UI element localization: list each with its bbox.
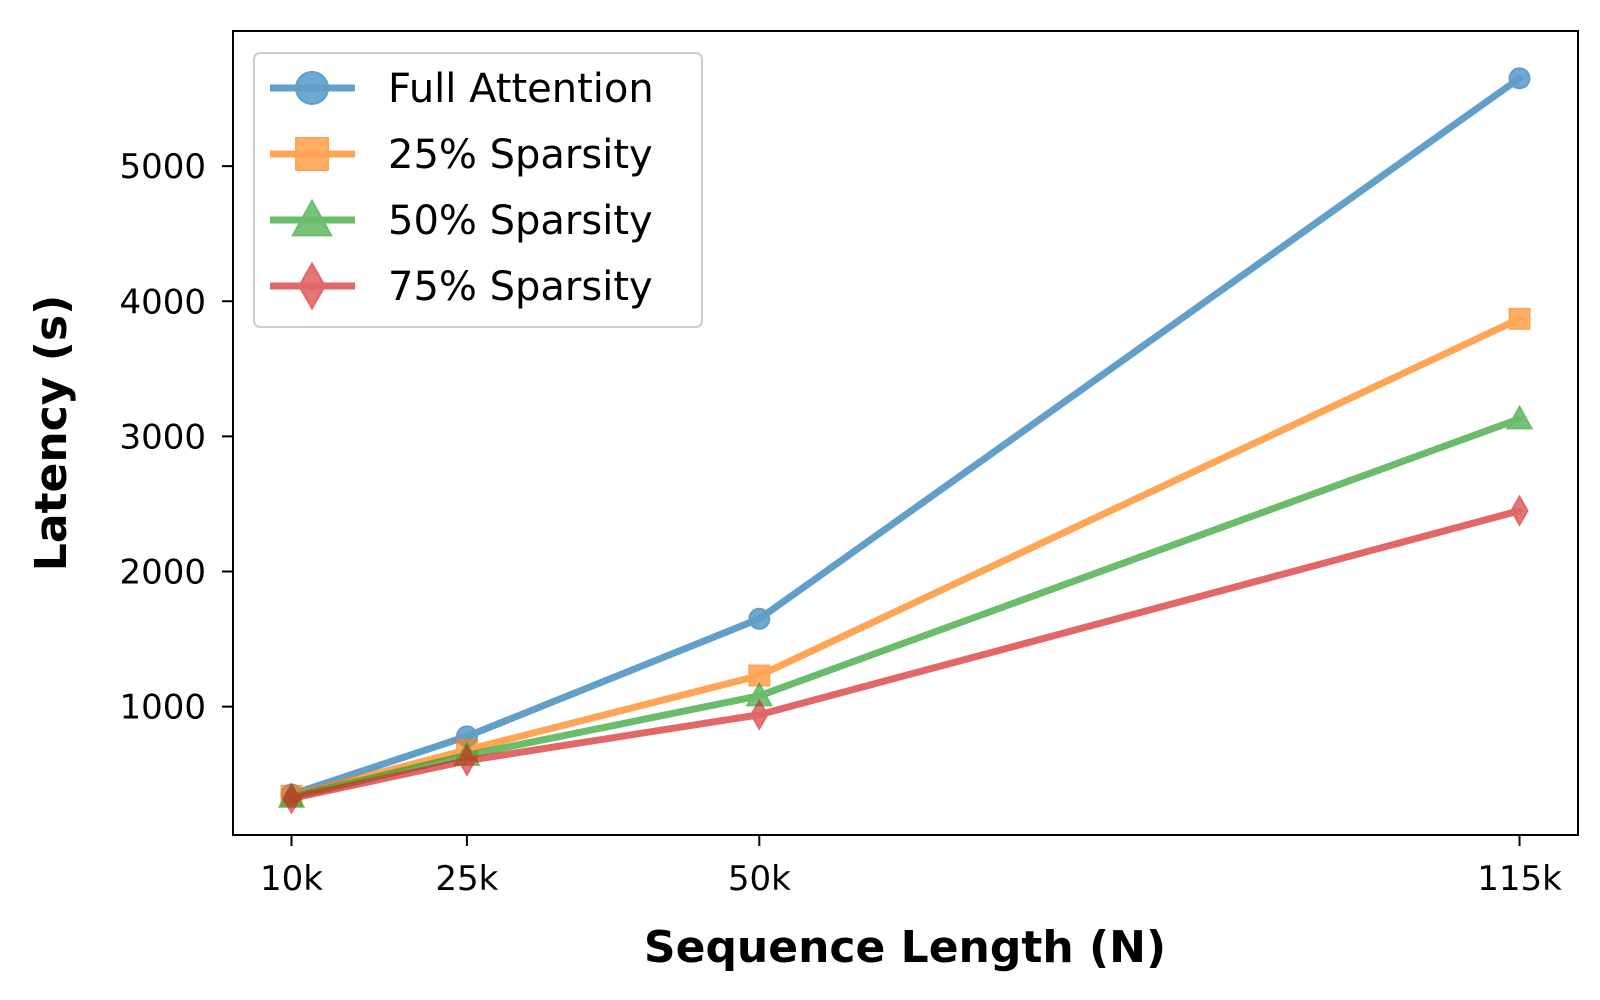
legend-swatch xyxy=(270,71,355,105)
y-axis-title: Latency (s) xyxy=(26,295,77,571)
legend-label: 75% Sparsity xyxy=(388,264,653,310)
x-tick-label: 115k xyxy=(1477,859,1562,899)
legend-marker xyxy=(295,137,329,171)
legend-box xyxy=(253,52,703,328)
data-point xyxy=(1508,67,1531,90)
legend-item: 25% Sparsity xyxy=(270,132,653,178)
data-point xyxy=(1510,494,1529,527)
data-point xyxy=(750,698,769,731)
data-point xyxy=(1505,404,1534,430)
y-tick-label: 4000 xyxy=(119,282,206,322)
plot-frame xyxy=(232,30,1579,836)
series-line xyxy=(287,507,1524,803)
x-tick-label: 10k xyxy=(260,859,323,899)
legend: Full Attention 25% Sparsity 50% Sparsity 75… xyxy=(253,52,703,328)
legend-item: 75% Sparsity xyxy=(270,261,653,311)
legend-label: Full Attention xyxy=(388,66,654,112)
legend-label: 50% Sparsity xyxy=(388,198,653,244)
legend-label: 25% Sparsity xyxy=(388,132,653,178)
legend-marker xyxy=(295,71,329,105)
data-point xyxy=(748,607,771,630)
series-75-sparsity xyxy=(282,494,1529,815)
x-tick-label: 50k xyxy=(728,859,791,899)
y-tick-label: 2000 xyxy=(119,553,206,593)
legend-marker xyxy=(291,198,333,237)
legend-marker xyxy=(298,261,326,311)
legend-swatch xyxy=(270,261,355,311)
legend-item: 50% Sparsity xyxy=(270,198,653,244)
x-axis-title: Sequence Length (N) xyxy=(644,922,1166,973)
legend-item: Full Attention xyxy=(270,66,654,112)
y-tick-label: 1000 xyxy=(119,688,206,728)
plot-area: 10k 25k 50k 115k 1000 2000 3000 4000 5000 xyxy=(119,30,1579,899)
data-point xyxy=(282,782,301,815)
legend-swatch xyxy=(270,137,355,171)
y-tick-label: 3000 xyxy=(119,417,206,457)
data-point xyxy=(457,744,477,777)
series-line xyxy=(287,74,1524,798)
x-tick-label: 25k xyxy=(435,859,498,899)
data-point xyxy=(1508,307,1531,330)
y-tick-label: 5000 xyxy=(119,147,206,187)
legend-swatch xyxy=(270,198,355,237)
